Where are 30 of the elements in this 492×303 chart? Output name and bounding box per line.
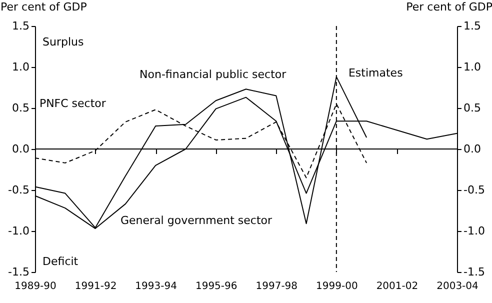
y2-tick-label: 1.5 xyxy=(464,20,481,32)
y2-axis-title: Per cent of GDP xyxy=(406,0,492,14)
annotation: Estimates xyxy=(348,66,404,80)
x-tick-label: 1999-00 xyxy=(316,281,358,292)
y2-tick-label: 0.5 xyxy=(464,102,481,114)
x-tick-label: 2003-04 xyxy=(436,281,478,292)
series-label: General government sector xyxy=(120,214,272,228)
y2-tick-label: -1.5 xyxy=(464,266,485,278)
y-tick-label: -1.0 xyxy=(8,224,30,238)
y-tick-label: -1.5 xyxy=(8,266,30,278)
y-tick-label: 1.0 xyxy=(12,60,30,74)
x-tick-label: 1995-96 xyxy=(195,281,238,292)
y2-tick-label: -0.5 xyxy=(464,184,485,196)
x-tick-label: 1993-94 xyxy=(135,281,177,292)
x-tick-label: 1997-98 xyxy=(256,281,298,292)
x-tick-label: 1991-92 xyxy=(74,281,117,292)
annotation: Deficit xyxy=(42,255,79,268)
series-label: Non-financial public sector xyxy=(140,68,287,82)
y2-tick-label: -1.0 xyxy=(464,224,485,238)
text: PNFC sector xyxy=(39,96,106,110)
y-tick-label: 0.0 xyxy=(12,142,30,156)
y-tick-label: 0.5 xyxy=(12,102,30,114)
y-tick-label: 1.5 xyxy=(12,20,30,32)
x-tick-label: 1989-90 xyxy=(14,281,56,292)
annotation: Surplus xyxy=(42,35,84,48)
x-tick-label: 2001-02 xyxy=(376,281,418,292)
y-axis-title: Per cent of GDP xyxy=(0,0,88,14)
y2-tick-label: 1.0 xyxy=(464,60,481,74)
y2-tick-label: 0.0 xyxy=(464,142,481,156)
y-tick-label: -0.5 xyxy=(8,184,30,196)
